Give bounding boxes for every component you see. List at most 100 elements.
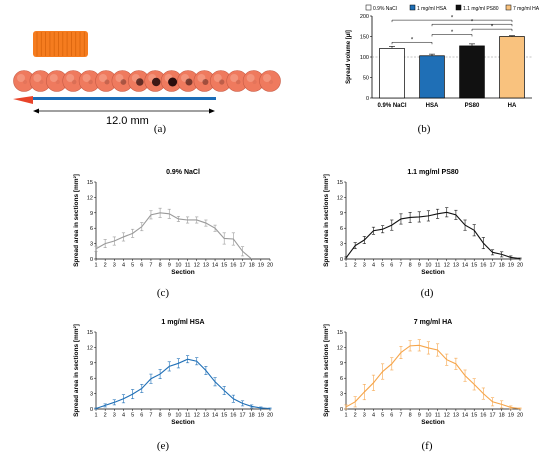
x-tick-label: 7: [149, 413, 152, 419]
x-tick-label: 1: [344, 413, 347, 419]
x-tick-label: 2: [104, 263, 107, 269]
tissue-highlight: [213, 74, 222, 82]
x-tick-label: 16: [230, 263, 236, 269]
x-tick-label: 12: [444, 413, 450, 419]
category-label: PS80: [465, 103, 480, 109]
x-tick-label: 12: [194, 263, 200, 269]
x-tick-label: 19: [258, 263, 264, 269]
x-tick-label: 19: [508, 413, 514, 419]
panel-c-line-chart: 0.9% NaCl 0 3 6 9 12 15 1 2 3 4 5 6 7 8 9 10 11 12 13 14 15 16…: [70, 165, 280, 276]
y-tick-label: 9: [90, 211, 93, 217]
x-tick-label: 11: [185, 413, 191, 419]
panel-label-f: (f): [421, 440, 433, 452]
y-tick-label: 3: [340, 392, 343, 398]
x-tick-label: 9: [168, 413, 171, 419]
y-tick-label: 15: [87, 330, 93, 336]
tissue-highlight: [263, 74, 271, 82]
tissue-highlight: [66, 74, 75, 82]
y-tick-label: 100: [360, 55, 369, 61]
spread-volume-chart: 0.9% NaCl 1 mg/ml HSA 1.1 mg/ml PS80 7 mg/m…: [346, 4, 540, 109]
x-tick-label: 18: [249, 413, 255, 419]
x-axis-label: Section: [171, 419, 195, 425]
plug-ribs: [36, 32, 85, 56]
dye-spot: [252, 79, 257, 85]
series-line: [95, 358, 271, 410]
y-tick-label: 0: [340, 407, 343, 413]
x-tick-label: 20: [517, 263, 523, 269]
y-tick-label: 6: [90, 226, 93, 232]
y-tick-label: 12: [87, 195, 93, 201]
y-axis-label: Spread volume [µl]: [346, 30, 352, 84]
x-tick-label: 15: [471, 263, 477, 269]
series-line: [95, 212, 253, 260]
scale-label: 12.0 mm: [106, 115, 149, 127]
y-tick-label: 50: [363, 76, 369, 82]
x-tick-label: 8: [159, 413, 162, 419]
x-tick-label: 16: [480, 263, 486, 269]
legend-label: 1.1 mg/ml PS80: [463, 6, 499, 12]
tissue-highlight: [115, 74, 124, 82]
tissue-highlight: [49, 74, 58, 82]
x-tick-label: 6: [140, 263, 143, 269]
y-tick-label: 150: [360, 35, 369, 41]
panel-label-b: (b): [417, 123, 431, 135]
dye-spot: [39, 79, 44, 85]
x-tick-label: 13: [203, 413, 209, 419]
y-axis-label: Spread area in sections [mm²]: [323, 174, 330, 267]
tissue-highlight: [99, 74, 107, 82]
category-label: HSA: [426, 103, 439, 109]
x-tick-label: 8: [409, 413, 412, 419]
dye-spot: [88, 79, 93, 85]
section-photo: 12.0 mm: [13, 31, 281, 127]
x-tick-label: 14: [212, 413, 218, 419]
x-tick-label: 13: [453, 263, 459, 269]
dye-spot: [136, 78, 144, 86]
panel-f-line-chart: 7 mg/ml HA 0 3 6 9 12 15 1 2 3 4 5 6 7 8 9 10 11 12 13 14 15 1…: [320, 315, 530, 426]
dye-spot: [268, 79, 274, 85]
x-axis-label: Section: [421, 419, 445, 425]
y-tick-label: 12: [337, 345, 343, 351]
x-tick-label: 2: [354, 263, 357, 269]
x-tick-label: 14: [462, 263, 468, 269]
x-tick-label: 5: [131, 263, 134, 269]
bar: [499, 36, 525, 99]
x-tick-label: 3: [113, 413, 116, 419]
panel-label-c: (c): [156, 287, 170, 299]
significance-bracket: [431, 34, 473, 37]
significance-star: *: [411, 38, 414, 44]
chart-title: 0.9% NaCl: [166, 169, 200, 176]
y-tick-label: 0: [90, 257, 93, 263]
x-tick-label: 4: [122, 413, 125, 419]
chart-title: 7 mg/ml HA: [414, 319, 453, 326]
series-line: [345, 344, 521, 410]
y-tick-label: 15: [337, 180, 343, 186]
x-tick-label: 1: [94, 413, 97, 419]
y-tick-label: 9: [340, 211, 343, 217]
x-tick-label: 15: [221, 413, 227, 419]
dye-spot: [71, 79, 77, 85]
x-tick-label: 15: [471, 413, 477, 419]
tissue-highlight: [33, 74, 42, 82]
x-tick-label: 4: [372, 413, 375, 419]
significance-bracket: [431, 23, 513, 27]
legend-swatch: [409, 4, 416, 11]
x-tick-label: 17: [239, 413, 245, 419]
y-tick-label: 3: [90, 392, 93, 398]
x-tick-label: 4: [122, 263, 125, 269]
x-tick-label: 6: [390, 263, 393, 269]
legend-label: 1 mg/ml HSA: [417, 6, 447, 12]
panel-a-photo: 12.0 mm: [0, 0, 300, 138]
scale-bar-top-line: [33, 97, 216, 100]
x-tick-label: 20: [517, 413, 523, 419]
dye-spot: [202, 79, 209, 85]
x-tick-label: 18: [499, 413, 505, 419]
significance-star: *: [451, 30, 454, 36]
x-tick-label: 1: [344, 263, 347, 269]
arrow-head-right-icon: [209, 108, 215, 114]
tissue-highlight: [230, 74, 239, 82]
y-tick-label: 12: [337, 195, 343, 201]
x-tick-label: 16: [230, 413, 236, 419]
x-tick-label: 2: [104, 413, 107, 419]
y-tick-label: 0: [366, 96, 369, 102]
